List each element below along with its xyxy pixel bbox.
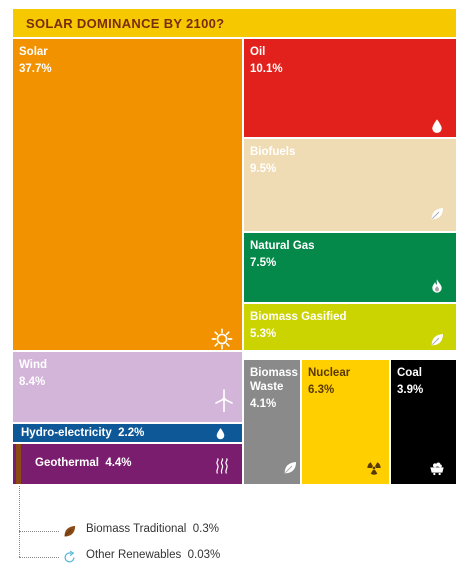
tile-value-oil: 10.1% bbox=[250, 63, 283, 75]
tile-biofuels: Biofuels 9.5% bbox=[244, 139, 456, 231]
tile-hydro-electricity: Hydro-electricity 2.2% bbox=[13, 424, 242, 442]
heat-icon bbox=[216, 458, 228, 474]
legend-value-other-renewables: 0.03% bbox=[187, 549, 221, 561]
leaf-icon bbox=[431, 334, 443, 346]
tile-label-hydro-electricity: Hydro-electricity bbox=[21, 427, 112, 439]
tile-label-geothermal: Geothermal bbox=[35, 457, 99, 469]
leaf-icon bbox=[64, 525, 75, 536]
biomass-traditional-strip bbox=[16, 444, 21, 484]
tile-value-nuclear: 6.3% bbox=[308, 384, 335, 396]
tile-value-coal: 3.9% bbox=[397, 384, 424, 396]
tile-coal: Coal 3.9% bbox=[391, 360, 456, 484]
tile-label-wind: Wind bbox=[19, 359, 47, 371]
tile-value-biofuels: 9.5% bbox=[250, 163, 277, 175]
tile-label-coal: Coal bbox=[397, 367, 422, 379]
drop-icon bbox=[432, 119, 442, 133]
tile-oil: Oil 10.1% bbox=[244, 39, 456, 137]
legend-item-biomass-traditional: Biomass Traditional 0.3% bbox=[86, 523, 219, 535]
tile-geothermal: Geothermal 4.4% bbox=[13, 444, 242, 484]
legend-label-other-renewables: Other Renewables bbox=[86, 549, 182, 561]
wind-turbine-icon bbox=[215, 389, 233, 412]
tile-label-biomass-waste: Biomass Waste bbox=[250, 367, 298, 393]
cycle-icon bbox=[64, 550, 74, 562]
tile-value-geothermal: 4.4% bbox=[105, 457, 132, 469]
legend-leader-other-renewables bbox=[19, 557, 59, 558]
tile-label-biomass-gasified: Biomass Gasified bbox=[250, 311, 347, 323]
tile-biomass-gasified: Biomass Gasified 5.3% bbox=[244, 304, 456, 350]
chart-title: SOLAR DOMINANCE BY 2100? bbox=[26, 16, 225, 31]
tile-biomass-waste: Biomass Waste 4.1% bbox=[244, 360, 300, 484]
tile-label-oil: Oil bbox=[250, 46, 266, 58]
tile-wind: Wind 8.4% bbox=[13, 352, 242, 422]
coal-cart-icon bbox=[430, 462, 444, 476]
tile-value-biomass-gasified: 5.3% bbox=[250, 328, 277, 340]
legend-leader-biomass-traditional bbox=[19, 531, 59, 532]
tile-label-solar: Solar bbox=[19, 46, 48, 58]
sun-icon bbox=[211, 328, 233, 350]
tile-value-solar: 37.7% bbox=[19, 63, 52, 75]
tile-natural-gas: Natural Gas 7.5% bbox=[244, 233, 456, 302]
radiation-icon bbox=[367, 462, 381, 475]
legend-leader-vertical bbox=[19, 486, 20, 557]
chart-title-bar: SOLAR DOMINANCE BY 2100? bbox=[13, 9, 456, 37]
tile-value-natural-gas: 7.5% bbox=[250, 257, 277, 269]
flame-icon bbox=[432, 279, 442, 293]
leaf-icon bbox=[431, 208, 443, 220]
tile-label-nuclear: Nuclear bbox=[308, 367, 351, 379]
tile-label-natural-gas: Natural Gas bbox=[250, 240, 315, 252]
tile-label-biofuels: Biofuels bbox=[250, 146, 296, 158]
tile-nuclear: Nuclear 6.3% bbox=[302, 360, 389, 484]
legend-label-biomass-traditional: Biomass Traditional bbox=[86, 523, 187, 535]
tile-solar: Solar 37.7% bbox=[13, 39, 242, 350]
legend-value-biomass-traditional: 0.3% bbox=[192, 523, 219, 535]
leaf-icon bbox=[284, 462, 296, 474]
legend-item-other-renewables: Other Renewables 0.03% bbox=[86, 549, 220, 561]
tile-value-wind: 8.4% bbox=[19, 376, 46, 388]
tile-value-hydro-electricity: 2.2% bbox=[118, 427, 145, 439]
drop-icon bbox=[216, 427, 224, 439]
tile-value-biomass-waste: 4.1% bbox=[250, 398, 277, 410]
